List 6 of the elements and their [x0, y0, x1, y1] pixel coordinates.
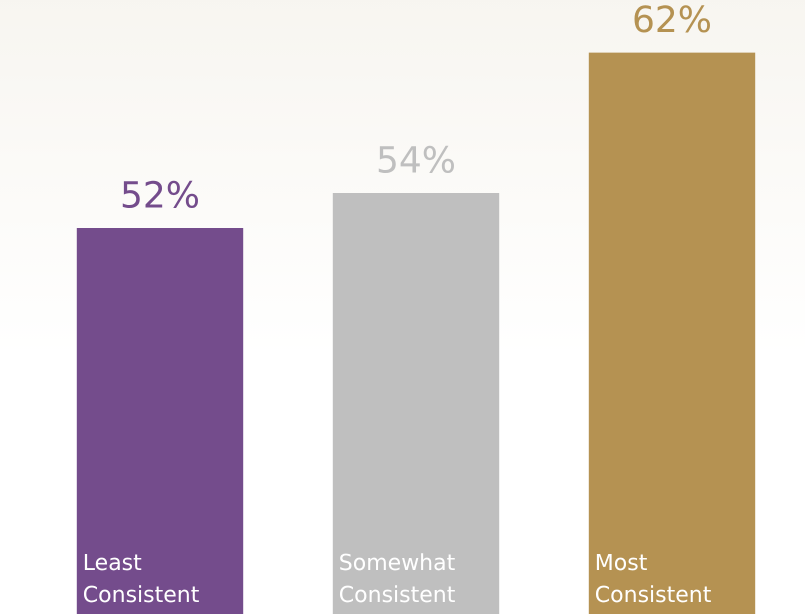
data-label: 62%	[632, 0, 712, 41]
data-label: 52%	[120, 175, 200, 216]
x-tick-label: Somewhat Consistent	[338, 551, 456, 608]
x-tick-label: Most Consistent	[594, 551, 712, 608]
x-tick-label: Least Consistent	[82, 551, 200, 608]
data-label: 54%	[376, 140, 456, 182]
